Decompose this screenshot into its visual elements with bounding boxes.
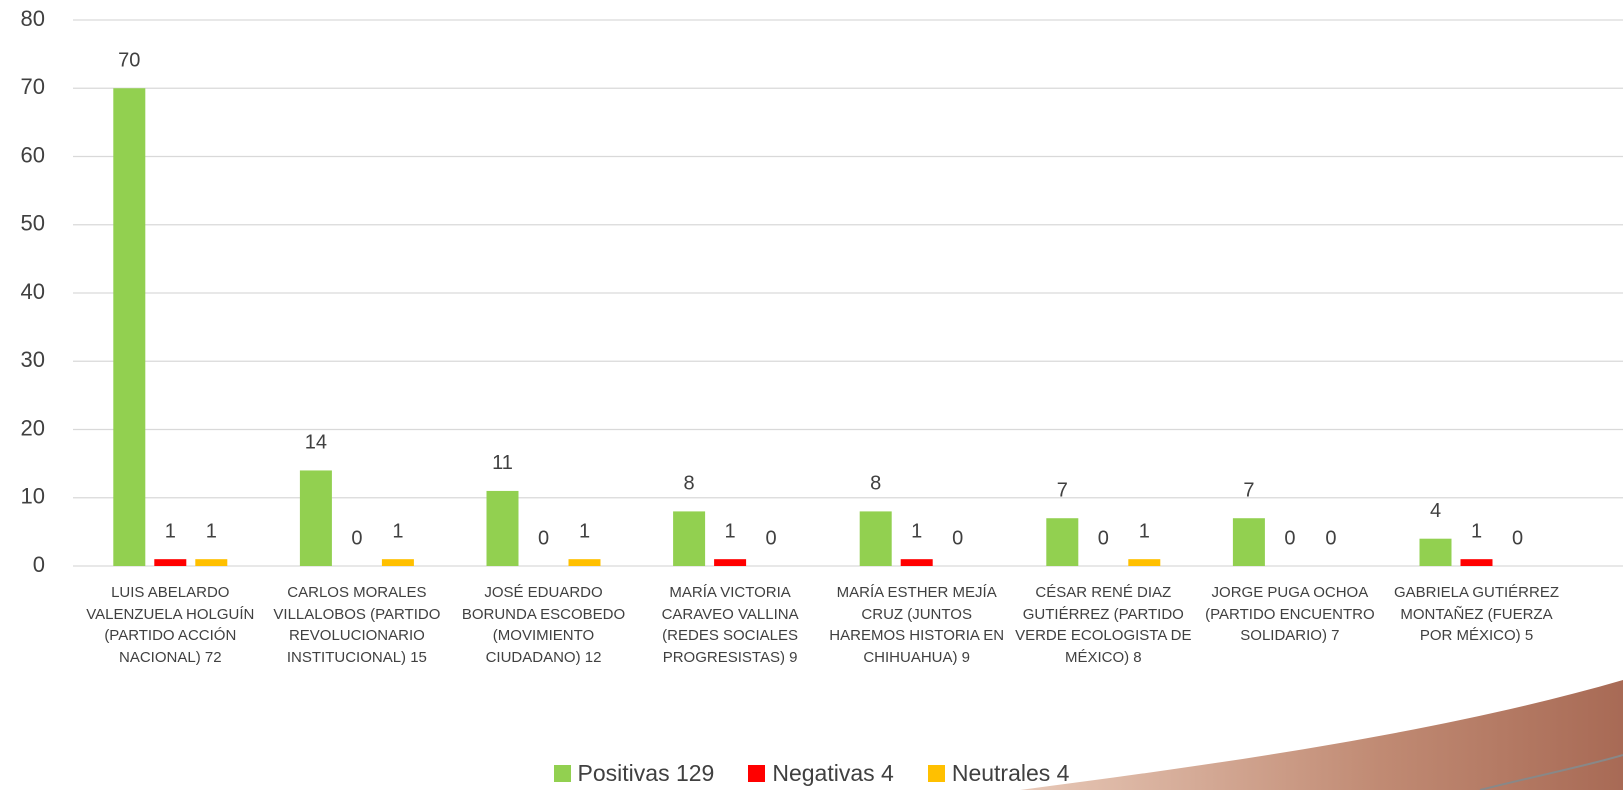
bar [673,511,706,566]
bar [1232,518,1265,566]
bar [113,88,146,566]
bar [486,490,519,566]
y-tick-label: 20 [21,415,45,440]
x-tick-label: GABRIELA GUTIÉRREZ MONTAÑEZ (FUERZA POR … [1393,584,1560,644]
value-label: 0 [1098,527,1109,549]
value-label: 14 [305,432,327,454]
y-tick-label: 10 [21,484,45,509]
decorative-line [1479,754,1623,790]
value-label: 11 [492,452,513,474]
y-tick-label: 30 [21,347,45,372]
bar [1128,559,1161,566]
bar [381,559,414,566]
value-label: 1 [206,520,217,542]
value-label: 0 [952,527,963,549]
value-label: 7 [1057,480,1068,502]
x-tick-label: MARÍA ESTHER MEJÍA CRUZ (JUNTOS HAREMOS … [829,584,1005,666]
value-label: 0 [766,527,777,549]
legend-item: Positivas 129 [553,760,715,787]
bar [900,559,933,566]
legend-label: Negativas 4 [772,760,894,786]
value-label: 0 [1284,527,1295,549]
value-label: 1 [1471,520,1482,542]
bar [859,511,892,566]
value-label: 1 [911,520,922,542]
y-tick-label: 70 [21,74,45,99]
y-tick-label: 0 [33,552,45,577]
bar [568,559,601,566]
legend-swatch [553,765,571,782]
bar [154,559,187,566]
y-tick-label: 80 [21,6,45,31]
value-label: 7 [1243,480,1254,502]
legend-swatch [927,765,945,782]
legend-label: Neutrales 4 [951,760,1070,786]
bar [1046,518,1079,566]
value-label: 4 [1430,500,1441,522]
y-tick-label: 50 [21,211,45,236]
legend-swatch [748,765,766,782]
value-label: 8 [684,473,695,495]
bar [714,559,747,566]
x-tick-label: LUIS ABELARDO VALENZUELA HOLGUÍN (PARTID… [86,584,255,666]
y-tick-label: 40 [21,279,45,304]
bar [299,470,332,566]
value-label: 0 [538,527,549,549]
legend: Positivas 129 Negativas 4 Neutrales 4 [0,760,1623,787]
value-label: 0 [1512,527,1523,549]
value-label: 1 [725,520,736,542]
x-tick-label: CÉSAR RENÉ DIAZ GUTIÉRREZ (PARTIDO VERDE… [1015,584,1192,666]
value-label: 0 [1325,527,1336,549]
bar [195,559,228,566]
value-label: 0 [351,527,362,549]
x-tick-label: MARÍA VICTORIA CARAVEO VALLINA (REDES SO… [661,584,799,666]
value-label: 1 [165,520,176,542]
value-label: 1 [392,520,403,542]
y-tick-label: 60 [21,142,45,167]
bar [1460,559,1493,566]
bar [1419,538,1452,566]
value-label: 8 [870,473,881,495]
x-tick-label: JORGE PUGA OCHOA (PARTIDO ENCUENTRO SOLI… [1205,584,1375,644]
x-tick-label: JOSÉ EDUARDO BORUNDA ESCOBEDO (MOVIMIENT… [461,584,626,666]
legend-item: Neutrales 4 [927,760,1070,787]
decorative-swoosh [1020,680,1623,790]
legend-item: Negativas 4 [748,760,894,787]
x-tick-label: CARLOS MORALES VILLALOBOS (PARTIDO REVOL… [273,584,441,666]
value-label: 70 [118,50,140,72]
value-label: 1 [1139,520,1150,542]
value-label: 1 [579,520,590,542]
legend-label: Positivas 129 [577,760,715,786]
